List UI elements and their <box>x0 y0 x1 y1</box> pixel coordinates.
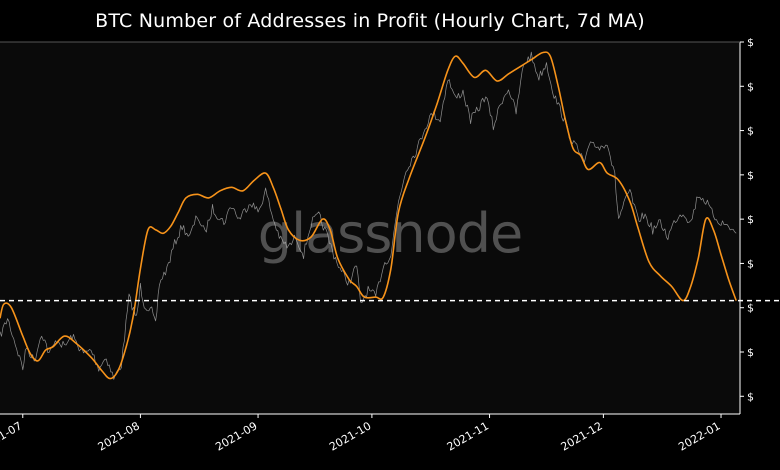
series-line-7d-ma <box>0 51 737 380</box>
series-line-hourly <box>0 51 737 380</box>
y-tick-label: $ <box>747 257 754 270</box>
x-tick-label: 2022-01 <box>676 419 722 453</box>
x-tick-label: 2021-08 <box>96 419 142 453</box>
chart-title: BTC Number of Addresses in Profit (Hourl… <box>95 10 645 32</box>
y-tick-label: $ <box>747 302 754 315</box>
y-tick-label: $ <box>747 36 754 49</box>
watermark-text: glassnode <box>258 202 522 265</box>
x-tick-label: 2021-07 <box>0 419 24 453</box>
x-tick-label: 2021-11 <box>445 419 491 453</box>
plot-background <box>0 42 740 414</box>
watermark-layer: glassnode <box>258 202 523 265</box>
y-tick-label: $ <box>747 213 754 226</box>
series-layer <box>0 51 737 380</box>
y-tick-label: $ <box>747 346 754 359</box>
x-tick-label: 2021-12 <box>559 419 605 453</box>
y-tick-label: $ <box>747 169 754 182</box>
y-tick-label: $ <box>747 80 754 93</box>
y-tick-label: $ <box>747 390 754 403</box>
x-tick-label: 2021-09 <box>213 419 259 453</box>
y-tick-label: $ <box>747 125 754 138</box>
x-tick-label: 2021-10 <box>327 419 373 453</box>
